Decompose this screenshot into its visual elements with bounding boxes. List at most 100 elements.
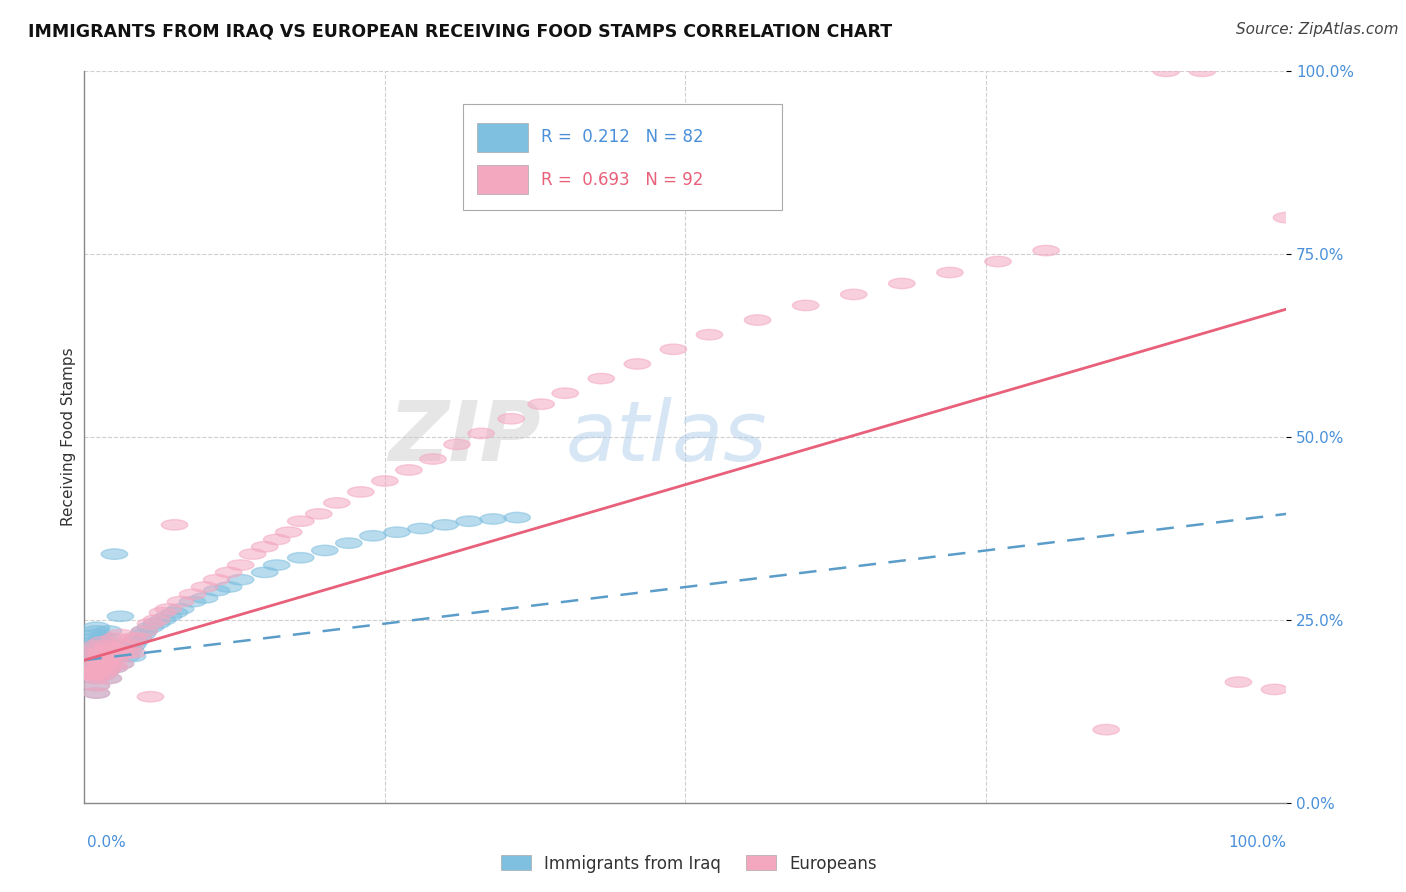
Ellipse shape — [1033, 245, 1059, 256]
Ellipse shape — [83, 633, 110, 643]
Ellipse shape — [1153, 66, 1180, 77]
Ellipse shape — [122, 637, 148, 647]
Ellipse shape — [89, 637, 115, 647]
Ellipse shape — [93, 655, 120, 665]
Ellipse shape — [432, 520, 458, 530]
Ellipse shape — [83, 666, 110, 676]
Text: ZIP: ZIP — [388, 397, 541, 477]
Ellipse shape — [138, 618, 163, 629]
Ellipse shape — [841, 289, 868, 300]
Ellipse shape — [97, 651, 124, 662]
Ellipse shape — [101, 662, 128, 673]
Ellipse shape — [360, 531, 387, 541]
Ellipse shape — [1274, 212, 1299, 223]
Ellipse shape — [120, 633, 146, 643]
Ellipse shape — [101, 644, 128, 655]
Ellipse shape — [527, 399, 554, 409]
Ellipse shape — [83, 651, 110, 662]
Ellipse shape — [114, 640, 139, 651]
Ellipse shape — [287, 552, 314, 563]
Ellipse shape — [87, 637, 114, 647]
Ellipse shape — [143, 618, 170, 629]
Ellipse shape — [276, 527, 302, 537]
Ellipse shape — [162, 607, 188, 618]
Ellipse shape — [744, 315, 770, 326]
Ellipse shape — [204, 574, 229, 585]
Ellipse shape — [468, 428, 495, 439]
Ellipse shape — [96, 673, 122, 683]
Ellipse shape — [444, 439, 470, 450]
Ellipse shape — [96, 648, 122, 658]
Ellipse shape — [82, 670, 108, 680]
Ellipse shape — [83, 658, 110, 669]
Ellipse shape — [93, 640, 120, 651]
Ellipse shape — [215, 567, 242, 578]
Ellipse shape — [101, 549, 128, 559]
Ellipse shape — [107, 611, 134, 622]
Ellipse shape — [107, 648, 134, 658]
Ellipse shape — [228, 574, 254, 585]
Ellipse shape — [696, 329, 723, 340]
Ellipse shape — [96, 640, 122, 651]
Ellipse shape — [1225, 677, 1251, 688]
Ellipse shape — [80, 662, 105, 673]
Ellipse shape — [93, 651, 120, 662]
Ellipse shape — [93, 666, 120, 676]
FancyBboxPatch shape — [463, 104, 782, 211]
Ellipse shape — [83, 655, 110, 665]
Ellipse shape — [101, 640, 128, 651]
Ellipse shape — [80, 651, 107, 662]
Ellipse shape — [204, 585, 229, 596]
Ellipse shape — [96, 640, 122, 651]
Text: Source: ZipAtlas.com: Source: ZipAtlas.com — [1236, 22, 1399, 37]
Ellipse shape — [93, 666, 120, 676]
Ellipse shape — [96, 648, 122, 658]
Ellipse shape — [624, 359, 651, 369]
Ellipse shape — [82, 670, 108, 680]
Ellipse shape — [89, 662, 115, 673]
Ellipse shape — [89, 633, 115, 643]
Ellipse shape — [89, 655, 115, 665]
Text: atlas: atlas — [565, 397, 766, 477]
Ellipse shape — [125, 633, 152, 643]
Ellipse shape — [101, 655, 128, 665]
Ellipse shape — [408, 524, 434, 533]
Ellipse shape — [89, 670, 115, 680]
Ellipse shape — [155, 604, 181, 615]
Ellipse shape — [83, 681, 110, 691]
Text: R =  0.212   N = 82: R = 0.212 N = 82 — [541, 128, 704, 146]
Ellipse shape — [553, 388, 578, 399]
Ellipse shape — [180, 597, 205, 607]
Ellipse shape — [83, 688, 110, 698]
Ellipse shape — [96, 673, 122, 683]
Ellipse shape — [83, 681, 110, 691]
Ellipse shape — [89, 640, 115, 651]
Ellipse shape — [83, 644, 110, 655]
Ellipse shape — [79, 655, 105, 665]
Ellipse shape — [101, 662, 128, 673]
Ellipse shape — [1261, 684, 1288, 695]
Text: 100.0%: 100.0% — [1229, 836, 1286, 850]
Ellipse shape — [89, 670, 115, 680]
Ellipse shape — [984, 256, 1011, 267]
Ellipse shape — [395, 465, 422, 475]
Ellipse shape — [117, 640, 143, 651]
Ellipse shape — [83, 666, 110, 676]
Ellipse shape — [312, 545, 337, 556]
Ellipse shape — [503, 512, 530, 523]
Ellipse shape — [107, 648, 134, 658]
Ellipse shape — [77, 658, 104, 669]
Ellipse shape — [117, 644, 143, 655]
Ellipse shape — [97, 651, 124, 662]
Ellipse shape — [305, 508, 332, 519]
Ellipse shape — [347, 487, 374, 497]
Ellipse shape — [96, 655, 122, 665]
Ellipse shape — [191, 593, 218, 603]
Ellipse shape — [936, 268, 963, 277]
Ellipse shape — [86, 655, 112, 665]
Ellipse shape — [336, 538, 363, 549]
Ellipse shape — [87, 655, 114, 665]
Ellipse shape — [371, 475, 398, 486]
Ellipse shape — [138, 622, 163, 632]
Ellipse shape — [83, 637, 110, 647]
